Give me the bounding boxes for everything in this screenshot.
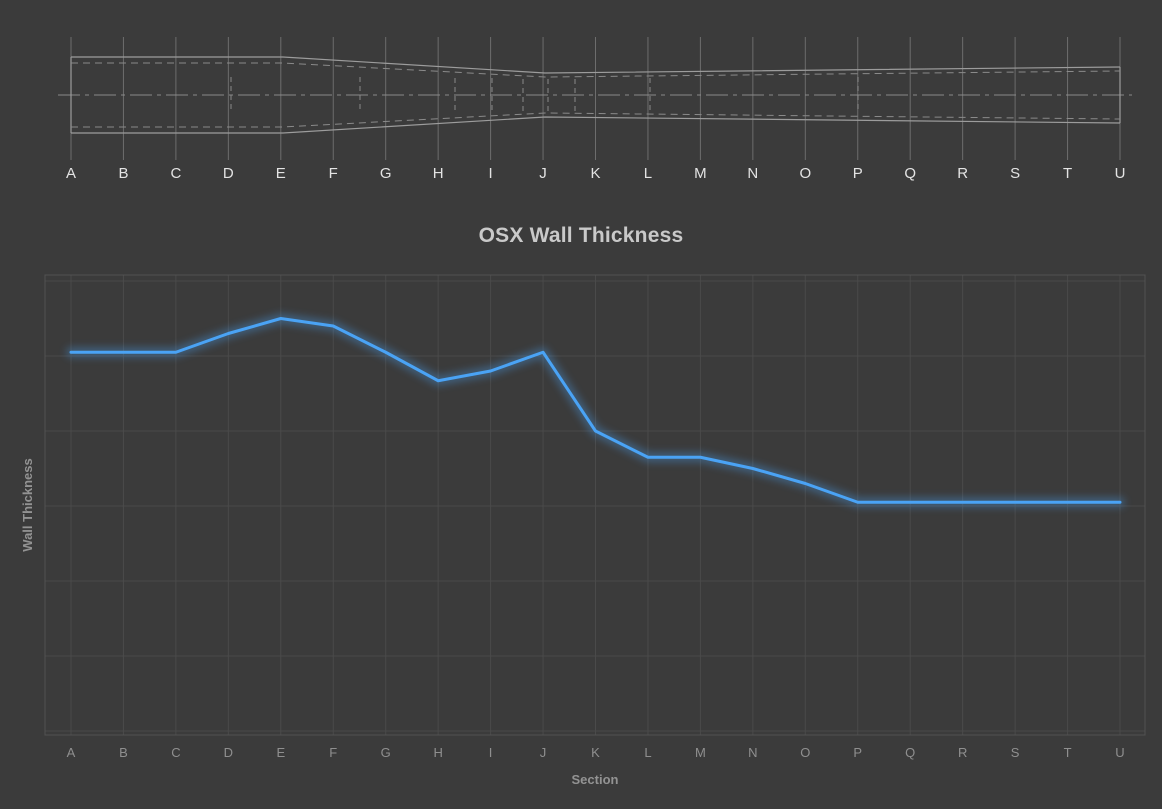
- diagram-section-label: J: [539, 165, 547, 182]
- x-tick-label: I: [489, 745, 493, 760]
- shaft-profile-diagram: A B C D E F G H I J K L M N O P Q R S T U: [58, 37, 1132, 182]
- diagram-section-label: K: [590, 165, 600, 182]
- x-tick-label: U: [1115, 745, 1124, 760]
- x-tick-label: L: [644, 745, 651, 760]
- x-tick-label: C: [171, 745, 180, 760]
- x-tick-label: G: [381, 745, 391, 760]
- wall-thickness-line: [69, 317, 1122, 504]
- diagram-section-label: A: [66, 165, 76, 182]
- x-tick-label: P: [853, 745, 862, 760]
- diagram-section-label: B: [118, 165, 128, 182]
- x-tick-label: R: [958, 745, 967, 760]
- diagram-section-gridlines: [70, 37, 1121, 160]
- diagram-section-label: G: [380, 165, 392, 182]
- diagram-section-label: O: [799, 165, 811, 182]
- x-tick-label: K: [591, 745, 600, 760]
- x-tick-label: J: [540, 745, 547, 760]
- x-tick-labels: A B C D E F G H I J K L M N O P Q R S T U: [67, 745, 1125, 760]
- shaft-outline-top: [71, 56, 1121, 74]
- x-axis-label: Section: [572, 772, 619, 787]
- x-tick-label: F: [329, 745, 337, 760]
- x-tick-label: M: [695, 745, 706, 760]
- diagram-section-label: C: [170, 165, 181, 182]
- diagram-section-label: F: [329, 165, 338, 182]
- x-tick-label: H: [433, 745, 442, 760]
- x-tick-label: O: [800, 745, 810, 760]
- diagram-section-label: R: [957, 165, 968, 182]
- x-tick-label: N: [748, 745, 757, 760]
- diagram-section-labels: A B C D E F G H I J K L M N O P Q R S T U: [66, 165, 1125, 182]
- diagram-section-label: D: [223, 165, 234, 182]
- shaft-inner-wall-bottom: [71, 112, 1121, 128]
- diagram-section-label: M: [694, 165, 707, 182]
- plot-area-border: [44, 274, 1146, 736]
- y-axis-label: Wall Thickness: [20, 458, 35, 551]
- x-tick-label: D: [224, 745, 233, 760]
- diagram-section-label: H: [433, 165, 444, 182]
- diagram-section-label: S: [1010, 165, 1020, 182]
- x-tick-label: T: [1064, 745, 1072, 760]
- x-tick-label: E: [276, 745, 285, 760]
- diagram-section-label: N: [747, 165, 758, 182]
- diagram-section-label: T: [1063, 165, 1072, 182]
- shaft-joint-marks: [230, 77, 859, 113]
- shaft-outline-bottom: [71, 116, 1121, 134]
- chart-title: OSX Wall Thickness: [478, 224, 684, 247]
- wall-thickness-chart: A B C D E F G H I J K L M N O P Q R S T U Section Wall Thick…: [20, 274, 1146, 787]
- x-tick-label: Q: [905, 745, 915, 760]
- diagram-section-label: Q: [904, 165, 916, 182]
- diagram-section-label: I: [489, 165, 493, 182]
- x-tick-label: B: [119, 745, 128, 760]
- x-tick-label: S: [1011, 745, 1020, 760]
- diagram-section-label: E: [276, 165, 286, 182]
- diagram-section-label: P: [853, 165, 863, 182]
- diagram-section-label: U: [1115, 165, 1126, 182]
- shaft-inner-wall-top: [71, 62, 1121, 78]
- x-tick-label: A: [67, 745, 76, 760]
- diagram-section-label: L: [644, 165, 652, 182]
